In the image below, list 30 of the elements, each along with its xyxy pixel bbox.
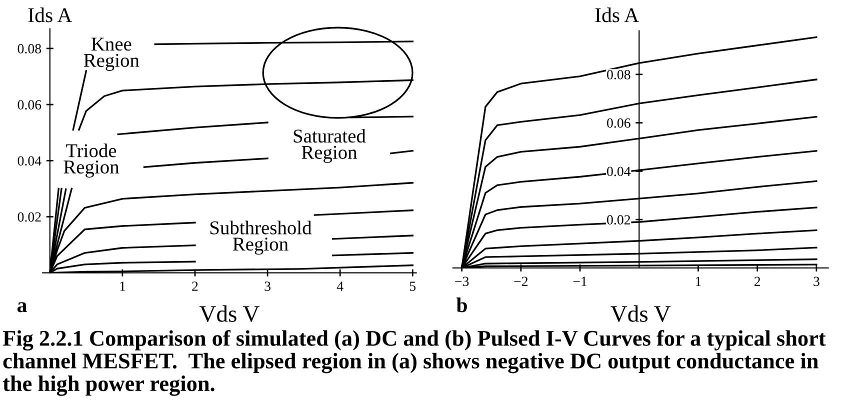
y-tick-label: 0.02 <box>607 215 630 225</box>
x-axis-title: Vds V <box>199 305 260 322</box>
x-tick-label: 1 <box>696 276 701 286</box>
y-tick-label: 0.06 <box>607 118 630 128</box>
annotation: Knee Region <box>84 38 140 71</box>
caption: Fig 2.2.1 Comparison of simulated (a) DC and (b) Pulsed I-V Curves for a typical short channel MESFET. The elipsed region in (a) shows negative DC output conductance in the high power region. <box>2 330 826 396</box>
y-tick-label: 0.04 <box>18 156 42 166</box>
text: b <box>456 298 467 312</box>
y-tick-label: 0.08 <box>18 44 42 54</box>
annotation: Saturated Region <box>294 128 366 163</box>
x-tick-label: 1 <box>120 282 126 291</box>
x-tick-label: 2 <box>192 282 198 291</box>
annotation: Subthreshold Region <box>210 220 312 255</box>
x-tick-label: 3 <box>264 282 270 291</box>
x-tick-label: −3 <box>455 276 469 286</box>
x-axis-title: Vds V <box>610 305 671 322</box>
x-tick-label: 2 <box>754 276 760 286</box>
annotation: Triode Region <box>64 144 120 178</box>
x-tick-label: −2 <box>514 276 528 286</box>
y-tick-label: 0.08 <box>607 70 630 80</box>
y-tick-label: 0.02 <box>18 212 41 222</box>
x-tick-label: 5 <box>410 282 416 291</box>
y-tick-label: 0.04 <box>607 166 631 176</box>
x-tick-label: −1 <box>573 276 587 286</box>
x-tick-label: 3 <box>814 276 820 286</box>
x-tick-label: 4 <box>336 282 344 291</box>
y-axis-title: Ids A <box>28 8 72 22</box>
y-tick-label: 0.06 <box>18 100 42 110</box>
text: a <box>17 302 27 312</box>
y-axis-title: Ids A <box>595 8 639 22</box>
